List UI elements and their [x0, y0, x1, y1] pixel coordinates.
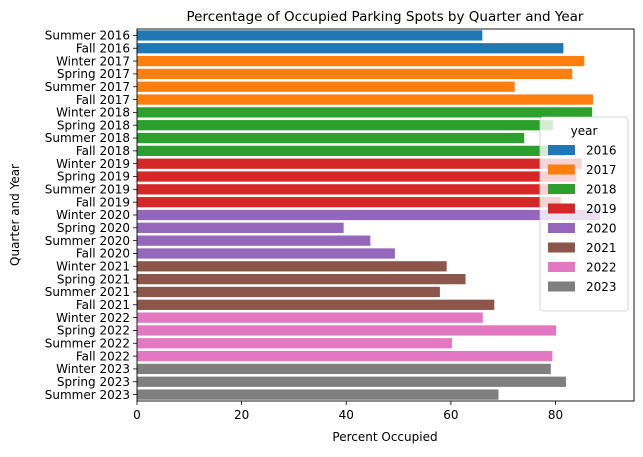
- y-tick-label: Spring 2020: [57, 221, 130, 235]
- y-tick-label: Winter 2018: [56, 106, 130, 120]
- bar: [137, 145, 566, 156]
- bar: [137, 248, 395, 259]
- y-tick-label: Fall 2016: [76, 41, 130, 55]
- bar: [137, 171, 577, 182]
- bars-group: [137, 30, 600, 400]
- bar: [137, 376, 566, 387]
- y-tick-label: Summer 2021: [45, 285, 130, 299]
- legend-swatch: [548, 281, 575, 292]
- y-tick-label: Spring 2018: [57, 118, 130, 132]
- bar: [137, 55, 585, 67]
- y-tick-label: Summer 2022: [45, 336, 130, 350]
- bar: [137, 350, 553, 362]
- x-ticks: 0 20 40 60 80: [133, 401, 563, 422]
- bar: [137, 43, 564, 54]
- y-tick-label: Spring 2022: [57, 324, 130, 338]
- y-tick-label: Fall 2017: [76, 93, 130, 107]
- legend-label: 2017: [586, 163, 617, 177]
- x-axis-label: Percent Occupied: [332, 430, 437, 444]
- legend-items: 2016 2017 2018 2019 2020 2021 2022 2023: [548, 144, 617, 294]
- x-tick-label: 0: [133, 408, 141, 422]
- bar: [137, 274, 466, 285]
- bar: [137, 30, 483, 41]
- x-tick-label: 40: [339, 408, 354, 422]
- legend-label: 2020: [586, 222, 617, 236]
- x-tick-label: 60: [443, 408, 458, 422]
- bar: [137, 68, 573, 80]
- y-tick-label: Winter 2019: [56, 157, 130, 171]
- bar: [137, 312, 483, 323]
- y-tick-label: Winter 2021: [56, 260, 130, 274]
- bar: [137, 389, 499, 400]
- x-tick-label: 80: [548, 408, 563, 422]
- legend-label: 2018: [586, 183, 617, 197]
- legend-label: 2022: [586, 261, 617, 275]
- x-tick-label: 20: [234, 408, 249, 422]
- legend-label: 2019: [586, 202, 617, 216]
- y-tick-label: Spring 2023: [57, 375, 130, 389]
- legend-swatch: [548, 145, 575, 155]
- bar: [137, 120, 553, 131]
- y-tick-label: Winter 2017: [56, 54, 130, 68]
- bar: [137, 81, 515, 92]
- legend-swatch: [548, 184, 575, 194]
- y-tick-label: Summer 2016: [45, 29, 130, 43]
- bar: [137, 299, 495, 310]
- y-tick-label: Fall 2022: [76, 349, 130, 363]
- y-tick-label: Summer 2023: [45, 388, 130, 402]
- legend-swatch: [548, 164, 575, 175]
- bar: [137, 235, 371, 246]
- bar: [137, 209, 600, 221]
- y-tick-label: Fall 2020: [76, 247, 130, 261]
- y-tick-label: Winter 2020: [56, 208, 130, 222]
- bar: [137, 107, 593, 118]
- bar: [137, 132, 525, 144]
- bar: [137, 197, 561, 208]
- y-tick-label: Winter 2022: [56, 311, 130, 325]
- bar: [137, 94, 594, 105]
- legend-label: 2016: [586, 144, 617, 158]
- bar: [137, 338, 452, 349]
- y-tick-label: Fall 2018: [76, 144, 130, 158]
- y-tick-label: Summer 2019: [45, 183, 130, 197]
- y-tick-label: Fall 2021: [76, 298, 130, 312]
- axes-frame: [136, 28, 635, 402]
- bar: [137, 222, 344, 233]
- y-axis-label: Quarter and Year: [8, 164, 22, 266]
- legend-swatch: [548, 203, 575, 214]
- bar: [137, 261, 447, 272]
- legend-swatch: [548, 223, 575, 233]
- legend-swatch: [548, 242, 575, 253]
- y-tick-label: Winter 2023: [56, 362, 130, 376]
- bar: [137, 363, 551, 375]
- y-tick-label: Summer 2017: [45, 80, 130, 94]
- legend-label: 2023: [586, 280, 617, 294]
- y-tick-label: Fall 2019: [76, 195, 130, 209]
- y-tick-label: Summer 2020: [45, 234, 130, 248]
- bar: [137, 325, 557, 336]
- y-tick-label: Spring 2019: [57, 170, 130, 184]
- bar: [137, 184, 572, 195]
- legend-swatch: [548, 262, 575, 272]
- chart-title: Percentage of Occupied Parking Spots by …: [187, 9, 584, 25]
- y-tick-label: Spring 2021: [57, 272, 130, 286]
- y-tick-label: Summer 2018: [45, 131, 130, 145]
- y-tick-label: Spring 2017: [57, 67, 130, 81]
- legend: year 2016 2017 2018 2019 2020 2021 2022 2023: [539, 116, 629, 312]
- bar: [137, 158, 582, 169]
- bar: [137, 286, 440, 298]
- legend-label: 2021: [586, 241, 617, 255]
- legend-title: year: [571, 124, 598, 138]
